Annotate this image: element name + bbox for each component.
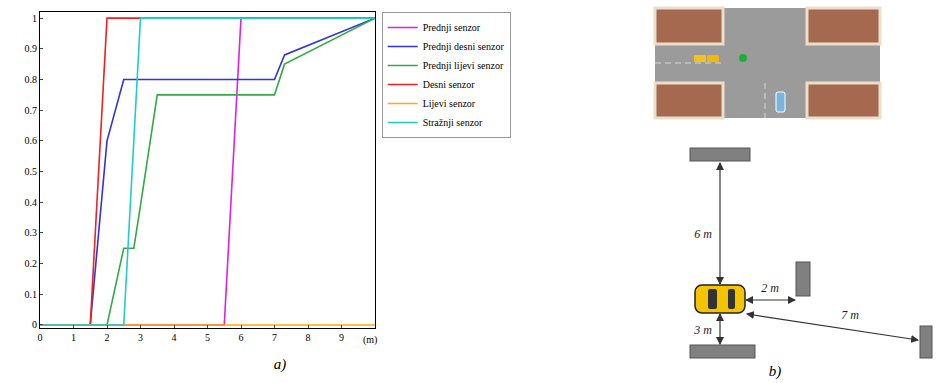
svg-text:0: 0	[38, 332, 43, 343]
svg-text:0.6: 0.6	[25, 135, 38, 146]
svg-text:0: 0	[32, 319, 37, 330]
svg-text:9: 9	[339, 332, 344, 343]
svg-text:Prednji lijevi senzor: Prednji lijevi senzor	[423, 60, 504, 71]
svg-text:3 m: 3 m	[693, 323, 712, 337]
svg-text:2: 2	[105, 332, 110, 343]
svg-text:Prednji desni senzor: Prednji desni senzor	[423, 41, 505, 52]
svg-text:Lijevi senzor: Lijevi senzor	[423, 98, 476, 109]
svg-text:1: 1	[32, 13, 37, 24]
svg-text:8: 8	[306, 332, 311, 343]
svg-text:0.2: 0.2	[25, 258, 38, 269]
svg-text:7 m: 7 m	[841, 308, 859, 322]
svg-text:2 m: 2 m	[761, 281, 779, 295]
svg-text:0.9: 0.9	[25, 43, 38, 54]
svg-text:3: 3	[138, 332, 143, 343]
svg-text:0.1: 0.1	[25, 289, 38, 300]
svg-text:0.8: 0.8	[25, 74, 38, 85]
svg-text:Stražnji senzor: Stražnji senzor	[423, 117, 483, 128]
svg-text:0.7: 0.7	[25, 105, 38, 116]
svg-text:(m): (m)	[363, 334, 377, 346]
svg-text:Desni senzor: Desni senzor	[423, 79, 476, 90]
svg-text:4: 4	[172, 332, 177, 343]
svg-text:6: 6	[239, 332, 244, 343]
svg-text:7: 7	[272, 332, 277, 343]
svg-text:6 m: 6 m	[694, 227, 712, 241]
html-text:a): a)	[273, 356, 287, 372]
svg-text:1: 1	[71, 332, 76, 343]
svg-text:Prednji senzor: Prednji senzor	[423, 22, 481, 33]
svg-text:b): b)	[769, 363, 782, 380]
svg-text:0.5: 0.5	[25, 166, 38, 177]
svg-text:5: 5	[205, 332, 210, 343]
svg-text:0.4: 0.4	[25, 197, 38, 208]
svg-text:0.3: 0.3	[25, 227, 38, 238]
